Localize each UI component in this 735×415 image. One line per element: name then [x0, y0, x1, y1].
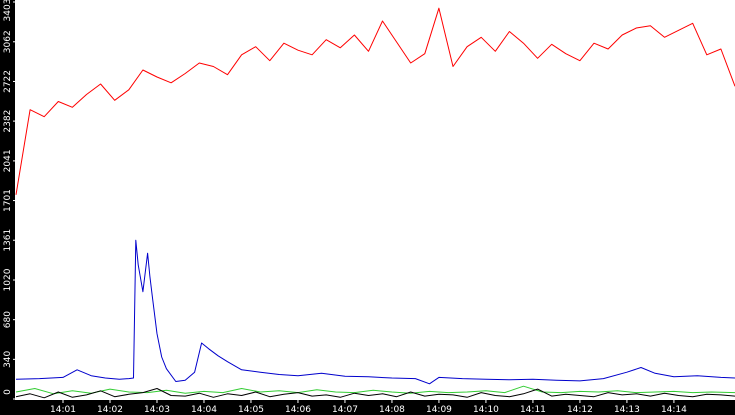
x-tick-14:14: 14:14: [661, 400, 687, 415]
x-tick-14:10: 14:10: [473, 400, 499, 415]
y-axis-ticks: 0 340 680 1020 1361 1701 2041 2382 2722 3062 3403: [3, 0, 16, 400]
y-tick-1701: 1701: [3, 189, 16, 212]
y-tick-label: 3062: [3, 30, 13, 53]
x-axis-ticks: 14:01 14:02 14:03 14:04 14:05 14:06 14:07 14:08…: [50, 400, 687, 415]
y-tick-label: 2041: [3, 149, 13, 172]
y-axis-band: [0, 0, 15, 415]
series-line-1: [15, 7, 735, 195]
y-tick-label: 2382: [3, 110, 13, 133]
y-tick-680: 680: [3, 311, 16, 328]
x-tick-14:04: 14:04: [191, 400, 217, 415]
y-tick-3062: 3062: [3, 30, 16, 53]
x-tick-14:02: 14:02: [97, 400, 123, 415]
y-tick-340: 340: [3, 350, 16, 368]
x-tick-label: 14:09: [426, 405, 452, 415]
x-tick-label: 14:06: [285, 405, 311, 415]
y-tick-3403: 3403: [3, 0, 16, 21]
y-tick-label: 340: [3, 350, 13, 367]
x-tick-label: 14:10: [473, 405, 499, 415]
x-tick-14:05: 14:05: [238, 400, 264, 415]
x-tick-label: 14:02: [97, 405, 123, 415]
x-tick-14:06: 14:06: [285, 400, 311, 415]
x-tick-label: 14:14: [661, 405, 687, 415]
x-tick-label: 14:05: [238, 405, 264, 415]
x-tick-label: 14:03: [144, 405, 170, 415]
y-tick-0: 0: [3, 389, 16, 400]
x-tick-14:12: 14:12: [567, 400, 593, 415]
y-tick-2382: 2382: [3, 110, 16, 133]
series-line-3: [15, 385, 735, 395]
y-tick-label: 0: [3, 389, 13, 395]
y-tick-label: 1020: [3, 268, 13, 291]
x-tick-label: 14:08: [379, 405, 405, 415]
x-tick-label: 14:07: [332, 405, 358, 415]
y-tick-2722: 2722: [3, 70, 16, 93]
x-tick-14:13: 14:13: [614, 400, 640, 415]
x-tick-label: 14:13: [614, 405, 640, 415]
y-tick-2041: 2041: [3, 149, 16, 172]
y-tick-1020: 1020: [3, 268, 16, 291]
x-tick-14:01: 14:01: [50, 400, 76, 415]
x-tick-label: 14:12: [567, 405, 593, 415]
series-layer: [15, 7, 735, 399]
series-line-4: [15, 388, 735, 399]
y-tick-label: 1701: [3, 189, 13, 212]
y-tick-label: 1361: [3, 229, 13, 252]
x-tick-label: 14:01: [50, 405, 76, 415]
x-tick-label: 14:04: [191, 405, 217, 415]
x-tick-14:08: 14:08: [379, 400, 405, 415]
x-tick-14:11: 14:11: [520, 400, 546, 415]
x-tick-14:03: 14:03: [144, 400, 170, 415]
x-axis-band: [0, 400, 735, 415]
x-tick-14:07: 14:07: [332, 400, 358, 415]
x-tick-label: 14:11: [520, 405, 546, 415]
y-tick-label: 3403: [3, 0, 13, 21]
x-tick-14:09: 14:09: [426, 400, 452, 415]
y-tick-1361: 1361: [3, 229, 16, 252]
y-tick-label: 680: [3, 311, 13, 328]
y-tick-label: 2722: [3, 70, 13, 93]
series-line-2: [15, 239, 735, 385]
